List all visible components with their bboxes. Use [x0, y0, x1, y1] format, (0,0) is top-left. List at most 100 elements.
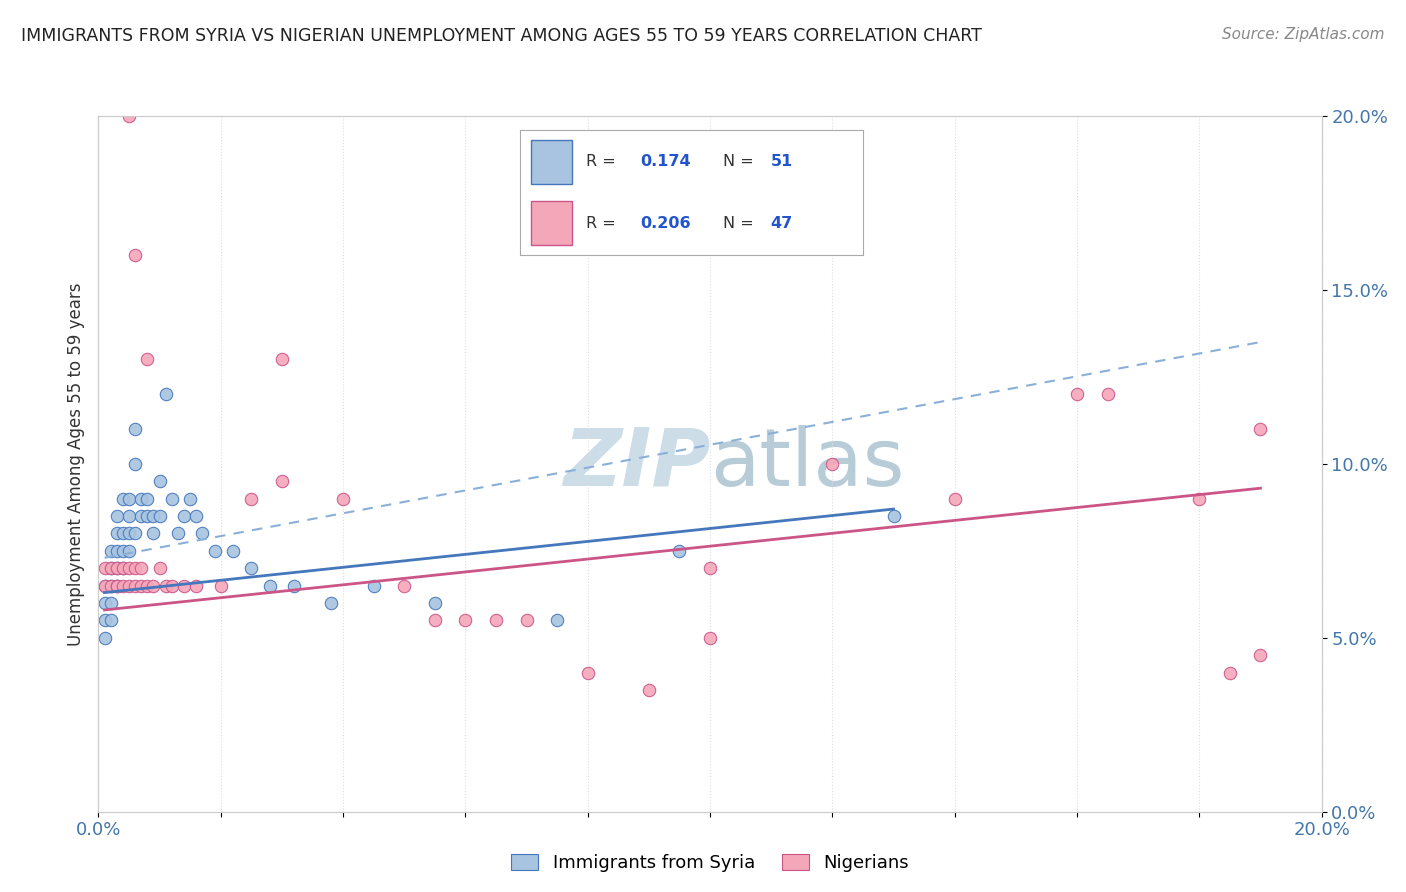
Point [319, 596, 342, 610]
Point [111, 526, 134, 541]
Point [209, 578, 232, 592]
Point [454, 614, 477, 628]
Point [118, 561, 141, 575]
Point [124, 248, 146, 262]
Point [100, 578, 122, 592]
Point [149, 508, 172, 523]
Point [149, 561, 172, 575]
Y-axis label: Unemployment Among Ages 55 to 59 years: Unemployment Among Ages 55 to 59 years [66, 282, 84, 646]
Point [129, 491, 152, 506]
Point [883, 508, 905, 523]
Point [699, 631, 721, 645]
Point [118, 543, 141, 558]
Point [111, 578, 134, 592]
Point [1219, 665, 1241, 680]
Point [111, 543, 134, 558]
Point [270, 474, 292, 488]
Point [100, 543, 122, 558]
Point [240, 561, 263, 575]
Point [129, 578, 152, 592]
Point [124, 422, 146, 436]
Point [155, 387, 177, 401]
Point [222, 543, 245, 558]
Point [111, 491, 134, 506]
Point [160, 491, 183, 506]
Point [270, 352, 292, 367]
Point [136, 491, 159, 506]
Point [259, 578, 281, 592]
Point [118, 526, 141, 541]
Point [124, 526, 146, 541]
Point [136, 578, 159, 592]
Point [392, 578, 416, 592]
Point [118, 109, 141, 123]
Point [363, 578, 385, 592]
Point [240, 491, 263, 506]
Point [204, 543, 226, 558]
Point [93, 596, 115, 610]
Point [105, 508, 128, 523]
Point [124, 561, 146, 575]
Point [155, 578, 177, 592]
Point [111, 561, 134, 575]
Point [1249, 648, 1271, 662]
Point [93, 578, 115, 592]
Text: IMMIGRANTS FROM SYRIA VS NIGERIAN UNEMPLOYMENT AMONG AGES 55 TO 59 YEARS CORRELA: IMMIGRANTS FROM SYRIA VS NIGERIAN UNEMPL… [21, 27, 981, 45]
Text: ZIP: ZIP [562, 425, 710, 503]
Point [129, 561, 152, 575]
Point [136, 508, 159, 523]
Point [118, 578, 141, 592]
Point [173, 508, 195, 523]
Point [100, 578, 122, 592]
Point [118, 508, 141, 523]
Point [186, 578, 208, 592]
Point [100, 596, 122, 610]
Point [124, 578, 146, 592]
Point [142, 578, 165, 592]
Point [167, 526, 190, 541]
Point [516, 614, 538, 628]
Point [93, 578, 115, 592]
Point [93, 614, 115, 628]
Point [1066, 387, 1088, 401]
Point [423, 596, 446, 610]
Point [105, 526, 128, 541]
Point [142, 508, 165, 523]
Point [668, 543, 690, 558]
Point [111, 561, 134, 575]
Point [186, 508, 208, 523]
Point [105, 561, 128, 575]
Point [1188, 491, 1211, 506]
Point [105, 578, 128, 592]
Legend: Immigrants from Syria, Nigerians: Immigrants from Syria, Nigerians [503, 847, 917, 880]
Point [191, 526, 214, 541]
Point [173, 578, 195, 592]
Point [283, 578, 305, 592]
Point [546, 614, 568, 628]
Point [129, 508, 152, 523]
Point [1097, 387, 1119, 401]
Point [179, 491, 201, 506]
Point [423, 614, 446, 628]
Point [136, 352, 159, 367]
Point [699, 561, 721, 575]
Point [124, 457, 146, 471]
Point [576, 665, 599, 680]
Point [943, 491, 966, 506]
Text: Source: ZipAtlas.com: Source: ZipAtlas.com [1222, 27, 1385, 42]
Point [105, 543, 128, 558]
Point [93, 561, 115, 575]
Point [105, 578, 128, 592]
Point [485, 614, 508, 628]
Point [149, 474, 172, 488]
Point [142, 526, 165, 541]
Point [332, 491, 354, 506]
Point [93, 631, 115, 645]
Point [105, 561, 128, 575]
Point [637, 683, 661, 698]
Point [105, 578, 128, 592]
Point [118, 491, 141, 506]
Point [100, 561, 122, 575]
Text: atlas: atlas [710, 425, 904, 503]
Point [1249, 422, 1271, 436]
